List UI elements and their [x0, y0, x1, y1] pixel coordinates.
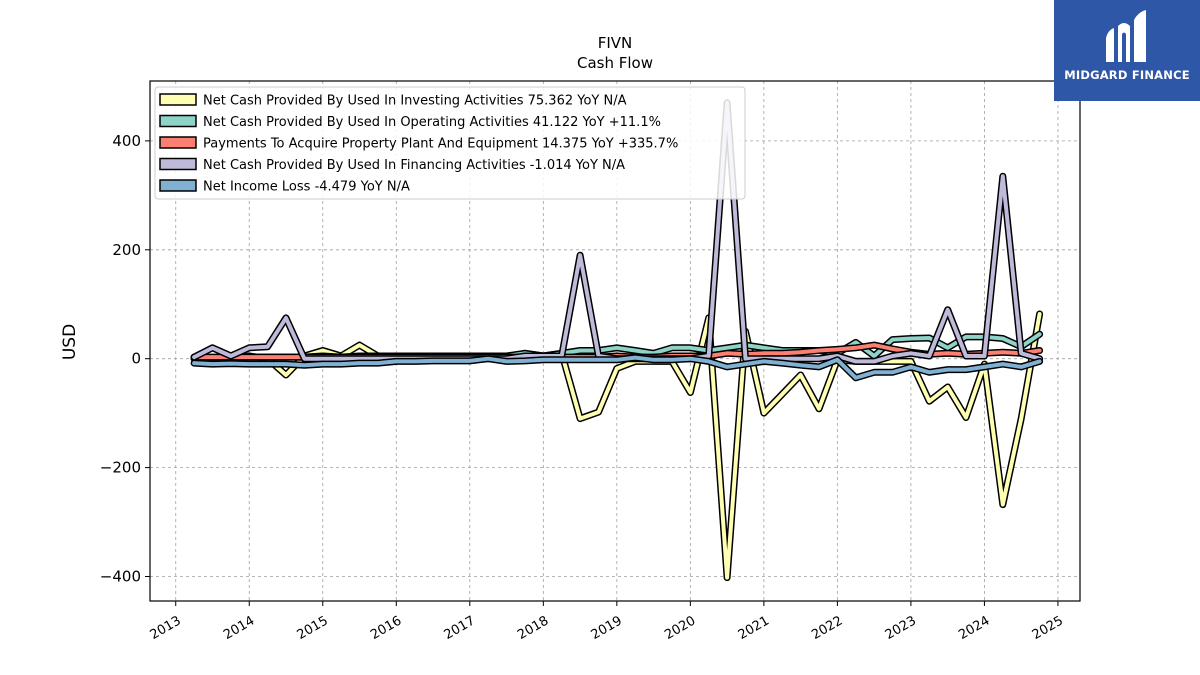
y-tick-label: −200 [100, 459, 141, 477]
legend-swatch [159, 136, 197, 149]
x-tick-label: 2025 [1030, 613, 1066, 643]
legend-swatch [159, 179, 197, 192]
y-tick-label: 0 [131, 350, 141, 368]
chart-title: FIVN [598, 34, 633, 52]
legend: Net Cash Provided By Used In Investing A… [154, 86, 746, 200]
x-tick-label: 2013 [148, 613, 184, 643]
x-tick-label: 2024 [956, 613, 992, 643]
legend-entry-label: Net Cash Provided By Used In Financing A… [203, 158, 625, 173]
y-tick-label: 400 [112, 132, 141, 150]
legend-swatch [159, 93, 197, 106]
x-tick-label: 2023 [883, 613, 919, 643]
y-tick-label: 200 [112, 241, 141, 259]
series-lines [190, 99, 1044, 582]
y-axis-label: USD [60, 324, 80, 360]
x-tick-label: 2014 [221, 613, 257, 643]
x-tick-label: 2015 [295, 613, 331, 643]
x-tick-label: 2017 [442, 613, 478, 643]
logo-brand-text: MIDGARD FINANCE [1064, 68, 1190, 82]
series-core [192, 355, 1042, 380]
x-tick-label: 2022 [809, 613, 845, 643]
x-tick-label: 2019 [589, 613, 625, 643]
y-tick-label: −400 [100, 567, 141, 585]
x-tick-label: 2021 [736, 613, 772, 643]
legend-box [154, 86, 746, 200]
chart-subtitle: Cash Flow [577, 54, 653, 72]
x-axis: 2013 2014 2015 2016 2017 2018 2019 2020 2021 2022… [148, 601, 1066, 643]
legend-swatch [159, 114, 197, 128]
plot-frame [149, 80, 1081, 602]
midgard-finance-logo: MIDGARD FINANCE [1054, 0, 1200, 101]
midgard-logo-icon [1106, 10, 1146, 62]
legend-entry-label: Net Income Loss -4.479 YoY N/A [203, 180, 410, 195]
x-tick-label: 2020 [662, 613, 698, 643]
legend-swatch [159, 157, 197, 171]
y-axis: 400 200 0 −200 −400 [100, 132, 150, 585]
legend-entry-label: Net Cash Provided By Used In Operating A… [203, 115, 661, 130]
x-tick-label: 2018 [515, 613, 551, 643]
series-line-4 [190, 354, 1044, 382]
legend-entry-label: Net Cash Provided By Used In Investing A… [203, 94, 627, 109]
legend-entry-label: Payments To Acquire Property Plant And E… [203, 137, 678, 152]
x-tick-label: 2016 [368, 613, 404, 643]
